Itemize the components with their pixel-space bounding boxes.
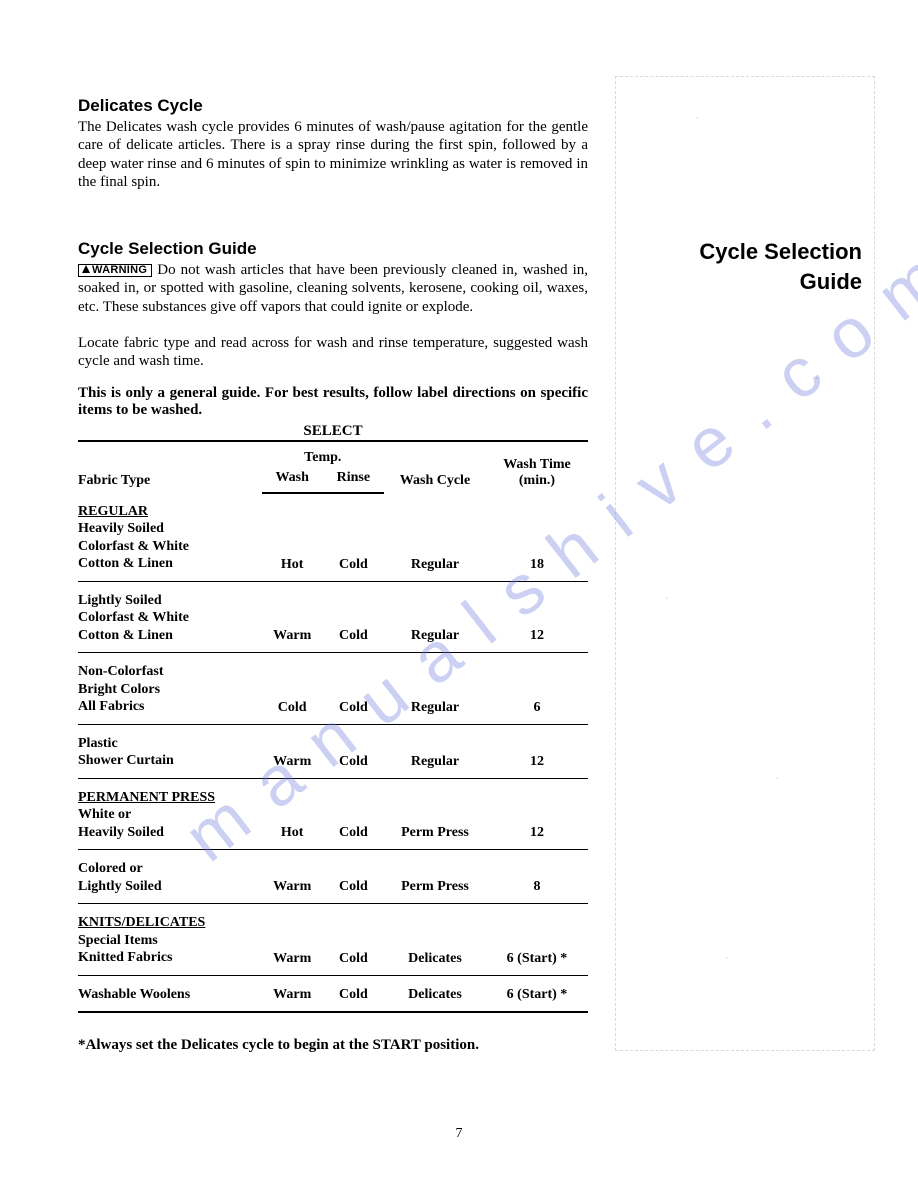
main-column: Delicates Cycle The Delicates wash cycle…	[78, 96, 588, 1054]
fabric-line: Non-Colorfast	[78, 663, 258, 681]
fabric-line: Lightly Soiled	[78, 878, 258, 896]
cell-fabric: REGULARHeavily SoiledColorfast & WhiteCo…	[78, 493, 262, 582]
side-column: Cycle Selection Guide	[615, 76, 875, 1051]
cycle-table: Fabric Type Temp. Wash Cycle Wash Time (…	[78, 440, 588, 1014]
cell-rinse: Cold	[323, 653, 384, 725]
th-wash: Wash	[262, 470, 323, 493]
cell-cycle: Regular	[384, 581, 486, 653]
table-row: Colored orLightly SoiledWarmColdPerm Pre…	[78, 850, 588, 904]
warning-label: WARNING	[92, 264, 147, 276]
delicates-title: Delicates Cycle	[78, 96, 588, 116]
cell-wash: Hot	[262, 778, 323, 850]
warning-triangle-icon	[82, 265, 90, 273]
cycle-table-body: REGULARHeavily SoiledColorfast & WhiteCo…	[78, 493, 588, 1013]
fabric-line: Knitted Fabrics	[78, 949, 258, 967]
table-row: PERMANENT PRESSWhite orHeavily SoiledHot…	[78, 778, 588, 850]
fabric-line: Cotton & Linen	[78, 555, 258, 573]
cell-time: 12	[486, 778, 588, 850]
fabric-line: Colorfast & White	[78, 538, 258, 556]
cell-cycle: Delicates	[384, 975, 486, 1012]
footnote: *Always set the Delicates cycle to begin…	[78, 1037, 588, 1054]
fabric-line: Special Items	[78, 932, 258, 950]
side-title: Cycle Selection Guide	[616, 237, 862, 296]
cell-rinse: Cold	[323, 975, 384, 1012]
cell-fabric: KNITS/DELICATESSpecial ItemsKnitted Fabr…	[78, 904, 262, 976]
cell-cycle: Regular	[384, 493, 486, 582]
fabric-line: All Fabrics	[78, 698, 258, 716]
cell-cycle: Delicates	[384, 904, 486, 976]
th-cycle: Wash Cycle	[384, 441, 486, 493]
fabric-line: Cotton & Linen	[78, 627, 258, 645]
cell-wash: Warm	[262, 850, 323, 904]
cell-time: 6 (Start) *	[486, 904, 588, 976]
cell-time: 8	[486, 850, 588, 904]
fabric-line: Plastic	[78, 735, 258, 753]
cell-wash: Warm	[262, 904, 323, 976]
warning-badge: WARNING	[78, 264, 152, 277]
cell-cycle: Perm Press	[384, 778, 486, 850]
cell-fabric: PERMANENT PRESSWhite orHeavily Soiled	[78, 778, 262, 850]
cell-rinse: Cold	[323, 724, 384, 778]
cell-cycle: Regular	[384, 724, 486, 778]
th-time: Wash Time (min.)	[486, 441, 588, 493]
page-number: 7	[0, 1126, 918, 1142]
delicates-body: The Delicates wash cycle provides 6 minu…	[78, 118, 588, 191]
fabric-category: KNITS/DELICATES	[78, 914, 258, 932]
side-title-line2: Guide	[800, 269, 862, 294]
cell-wash: Hot	[262, 493, 323, 582]
th-rinse: Rinse	[323, 470, 384, 493]
select-label: SELECT	[78, 423, 588, 440]
fabric-line: Shower Curtain	[78, 752, 258, 770]
cell-rinse: Cold	[323, 493, 384, 582]
cell-time: 18	[486, 493, 588, 582]
cell-rinse: Cold	[323, 904, 384, 976]
fabric-line: Heavily Soiled	[78, 824, 258, 842]
fabric-line: Bright Colors	[78, 681, 258, 699]
cell-cycle: Regular	[384, 653, 486, 725]
cell-fabric: Colored orLightly Soiled	[78, 850, 262, 904]
side-title-line1: Cycle Selection	[699, 239, 862, 264]
table-row: KNITS/DELICATESSpecial ItemsKnitted Fabr…	[78, 904, 588, 976]
cell-rinse: Cold	[323, 581, 384, 653]
guide-note: This is only a general guide. For best r…	[78, 385, 588, 419]
table-row: Non-ColorfastBright ColorsAll FabricsCol…	[78, 653, 588, 725]
fabric-line: Colored or	[78, 860, 258, 878]
cell-time: 12	[486, 724, 588, 778]
cell-fabric: Washable Woolens	[78, 975, 262, 1012]
guide-locate: Locate fabric type and read across for w…	[78, 334, 588, 371]
cell-time: 6 (Start) *	[486, 975, 588, 1012]
th-fabric: Fabric Type	[78, 441, 262, 493]
fabric-line: Colorfast & White	[78, 609, 258, 627]
page: manualshive.com Cycle Selection Guide De…	[0, 0, 918, 1188]
table-row: Lightly SoiledColorfast & WhiteCotton & …	[78, 581, 588, 653]
guide-title: Cycle Selection Guide	[78, 239, 588, 259]
cell-fabric: Lightly SoiledColorfast & WhiteCotton & …	[78, 581, 262, 653]
table-row: Washable WoolensWarmColdDelicates6 (Star…	[78, 975, 588, 1012]
cell-time: 12	[486, 581, 588, 653]
cell-time: 6	[486, 653, 588, 725]
cell-fabric: Non-ColorfastBright ColorsAll Fabrics	[78, 653, 262, 725]
fabric-line: Lightly Soiled	[78, 592, 258, 610]
cell-wash: Cold	[262, 653, 323, 725]
warning-body: Do not wash articles that have been prev…	[78, 262, 588, 315]
cell-fabric: PlasticShower Curtain	[78, 724, 262, 778]
cell-wash: Warm	[262, 975, 323, 1012]
cell-wash: Warm	[262, 724, 323, 778]
cell-rinse: Cold	[323, 778, 384, 850]
cell-cycle: Perm Press	[384, 850, 486, 904]
cell-rinse: Cold	[323, 850, 384, 904]
fabric-category: PERMANENT PRESS	[78, 789, 258, 807]
th-temp: Temp.	[262, 441, 384, 470]
fabric-line: Washable Woolens	[78, 986, 258, 1004]
fabric-category: REGULAR	[78, 503, 258, 521]
fabric-line: White or	[78, 806, 258, 824]
table-row: PlasticShower CurtainWarmColdRegular12	[78, 724, 588, 778]
cell-wash: Warm	[262, 581, 323, 653]
fabric-line: Heavily Soiled	[78, 520, 258, 538]
side-box: Cycle Selection Guide	[615, 76, 875, 1051]
table-row: REGULARHeavily SoiledColorfast & WhiteCo…	[78, 493, 588, 582]
guide-warning: WARNING Do not wash articles that have b…	[78, 261, 588, 316]
